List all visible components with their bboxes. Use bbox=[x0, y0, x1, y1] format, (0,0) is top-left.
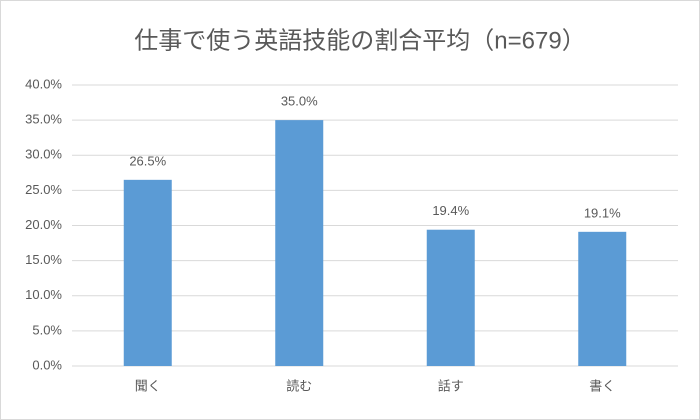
bar bbox=[275, 120, 324, 366]
chart-title: 仕事で使う英語技能の割合平均（n=679） bbox=[134, 27, 585, 54]
x-tick-label: 書く bbox=[589, 378, 615, 393]
y-tick-label: 30.0% bbox=[25, 147, 62, 162]
bar bbox=[426, 229, 475, 366]
y-tick-label: 15.0% bbox=[25, 252, 62, 267]
value-label: 35.0% bbox=[281, 94, 318, 109]
y-tick-label: 40.0% bbox=[25, 76, 62, 91]
x-tick-label: 聞く bbox=[135, 378, 161, 393]
bar bbox=[123, 179, 172, 366]
y-tick-label: 0.0% bbox=[32, 357, 62, 372]
y-tick-label: 5.0% bbox=[32, 322, 62, 337]
bar bbox=[578, 231, 627, 366]
y-tick-label: 20.0% bbox=[25, 217, 62, 232]
y-tick-label: 25.0% bbox=[25, 182, 62, 197]
value-label: 26.5% bbox=[129, 153, 166, 168]
x-tick-label: 話す bbox=[438, 378, 464, 393]
x-tick-label: 読む bbox=[286, 378, 312, 393]
value-label: 19.4% bbox=[432, 203, 469, 218]
y-tick-label: 35.0% bbox=[25, 112, 62, 127]
y-tick-label: 10.0% bbox=[25, 287, 62, 302]
value-label: 19.1% bbox=[584, 205, 621, 220]
